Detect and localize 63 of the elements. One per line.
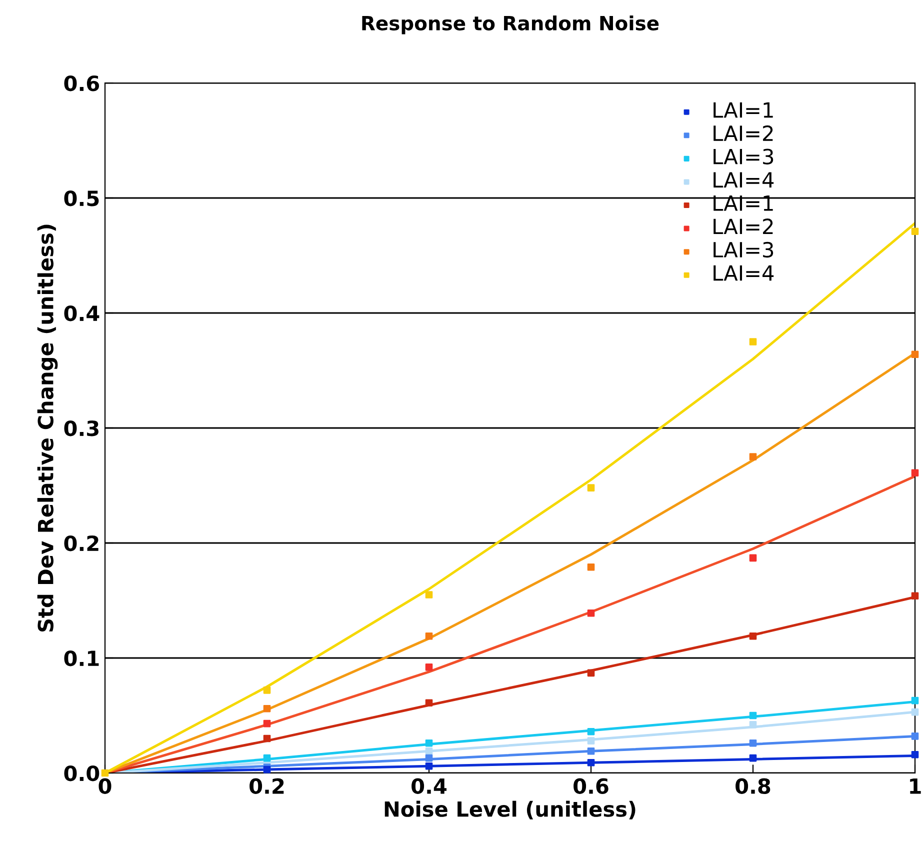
y-tick-label: 0.0 bbox=[64, 765, 100, 782]
point bbox=[749, 721, 757, 728]
point bbox=[749, 712, 757, 720]
point bbox=[263, 754, 271, 762]
point bbox=[911, 228, 919, 235]
point bbox=[425, 748, 433, 755]
y-axis-title: Std Dev Relative Change (unitless) bbox=[37, 224, 58, 632]
point bbox=[911, 592, 919, 600]
point bbox=[749, 632, 757, 640]
x-tick-label: 1 bbox=[910, 778, 921, 794]
chart-title: Response to Random Noise bbox=[362, 15, 659, 34]
point bbox=[911, 469, 919, 476]
x-tick-label: 0.2 bbox=[250, 778, 284, 794]
point bbox=[263, 704, 271, 712]
point bbox=[911, 696, 919, 704]
point bbox=[587, 748, 595, 755]
point bbox=[911, 708, 919, 716]
point bbox=[911, 350, 919, 358]
x-tick-label: 0 bbox=[98, 778, 112, 794]
x-tick-label: 0.6 bbox=[574, 778, 608, 794]
point bbox=[425, 762, 433, 770]
y-tick-label: 0.6 bbox=[64, 75, 100, 92]
point bbox=[101, 769, 109, 777]
point bbox=[749, 754, 757, 762]
point bbox=[749, 554, 757, 562]
point bbox=[425, 754, 433, 762]
legend-label: LAI=1 bbox=[714, 102, 773, 118]
legend-label: LAI=4 bbox=[714, 265, 774, 281]
legend-label: LAI=2 bbox=[714, 125, 773, 141]
x-tick-label: 0.8 bbox=[736, 778, 770, 794]
point bbox=[587, 669, 595, 677]
point bbox=[263, 734, 271, 742]
point bbox=[425, 591, 433, 598]
point bbox=[587, 610, 595, 617]
point bbox=[263, 720, 271, 728]
point bbox=[911, 732, 919, 740]
point bbox=[425, 664, 433, 671]
point bbox=[425, 699, 433, 706]
legend-label: LAI=3 bbox=[714, 148, 774, 164]
y-tick-label: 0.1 bbox=[64, 650, 99, 666]
point bbox=[425, 632, 433, 640]
point bbox=[587, 759, 595, 766]
point bbox=[587, 484, 595, 492]
y-tick-label: 0.2 bbox=[64, 535, 98, 552]
point bbox=[263, 766, 271, 774]
point bbox=[749, 338, 757, 346]
y-tick-label: 0.3 bbox=[64, 420, 98, 436]
point bbox=[587, 737, 595, 744]
legend-label: LAI=2 bbox=[714, 218, 773, 234]
legend-label: LAI=3 bbox=[714, 242, 774, 258]
y-tick-label: 0.5 bbox=[64, 190, 99, 206]
point bbox=[263, 686, 271, 694]
point bbox=[911, 750, 919, 758]
point bbox=[587, 728, 595, 736]
point bbox=[749, 453, 757, 460]
y-tick-label: 0.4 bbox=[64, 305, 100, 322]
legend-label: LAI=1 bbox=[714, 196, 773, 211]
point bbox=[587, 564, 595, 571]
point bbox=[425, 739, 433, 747]
x-axis-title: Noise Level (unitless) bbox=[384, 800, 636, 820]
legend-label: LAI=4 bbox=[714, 172, 774, 188]
point bbox=[749, 739, 757, 747]
x-tick-label: 0.4 bbox=[412, 778, 446, 794]
